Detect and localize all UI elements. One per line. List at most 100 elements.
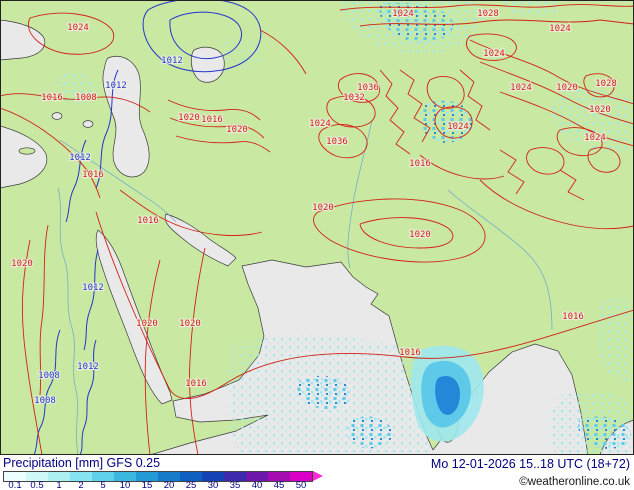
ganges-river [447,189,553,331]
isobar-label: 1028 [595,79,617,89]
legend-colorbar-row [3,470,323,482]
legend-right: Mo 12-01-2026 15..18 UTC (18+72) ©weathe… [431,457,630,490]
euphrates-river [59,139,177,223]
blue-isobar [83,249,99,351]
blue-isobar [95,69,119,189]
isobar-label: 1024 [309,119,331,129]
isobar-label: 1020 [589,105,611,115]
isobar-label: 1012 [82,283,104,293]
precip-ocean-core-2 [345,416,393,449]
precip-top-left-small [220,37,262,69]
legend-swatch [70,471,92,481]
legend-swatch [26,471,48,481]
legend-swatch [180,471,202,481]
legend-colorbar [3,470,313,482]
isobar-label: 1020 [11,259,33,269]
legend-swatch [246,471,268,481]
legend-tick-label: 1 [56,480,62,490]
precip-srilanka-core [435,375,460,415]
isobar-label: 1016 [409,159,431,169]
legend-tick-label: 35 [229,480,241,490]
legend-tick-label: 20 [163,480,175,490]
isobar-label: 1020 [136,319,158,329]
blue-isobar [79,339,97,455]
precip-tibet-east [552,89,634,153]
isobar-label: 1016 [562,312,584,322]
isobar-label: 1012 [105,81,127,91]
legend-swatch [4,471,26,481]
isobar-label: 1024 [392,9,414,19]
red-sea [95,229,173,405]
precipitation-layer [57,0,634,455]
isobar-label: 1016 [399,348,421,358]
isobar-label: 1024 [549,24,571,34]
isobar-label: 1024 [67,23,89,33]
precip-ocean-core-1 [297,375,352,410]
lake-urmia [82,120,94,128]
legend-swatch [114,471,136,481]
blue-isobar [65,139,87,223]
legend-swatch [224,471,246,481]
legend-swatch [92,471,114,481]
isobar-label: 1036 [357,83,379,93]
legend-swatch [48,471,70,481]
isobar-label: 1008 [38,371,60,381]
precip-kashmir [419,100,473,143]
isobar-label: 1008 [75,93,97,103]
legend-tick-label: 0.1 [8,480,22,490]
caspian-sea [102,56,150,178]
legend-tick-label: 15 [141,480,153,490]
legend-swatch [158,471,180,481]
indus-river [347,119,373,269]
blue-isobar [169,11,243,60]
isobar-label: 1024 [584,133,606,143]
blue-isobar [33,329,61,455]
isobar-label: 1016 [185,379,207,389]
isobar-label: 1016 [82,170,104,180]
aral-sea [190,46,225,83]
legend-swatch [268,471,290,481]
valid-datetime: Mo 12-01-2026 15..18 UTC (18+72) [430,457,630,471]
precip-top-right [500,0,561,19]
legend-title: Precipitation [mm] GFS 0.25 [3,457,323,470]
mediterranean-sea [0,125,48,189]
legend-tick-label: 2 [78,480,84,490]
isobar-label: 1024 [483,49,505,59]
isobar-label: 1016 [201,115,223,125]
isobar-label: 1012 [77,362,99,372]
precip-caspian-west [57,72,99,106]
legend-tick-label: 10 [119,480,131,490]
isobar-label: 1020 [556,83,578,93]
legend-swatch [290,471,312,481]
isobar-label: 1032 [343,93,365,103]
legend-colorbar-arrow-icon [313,471,323,481]
blue-isobar-layer [33,0,262,455]
isobar-label: 1020 [312,203,334,213]
legend-left: Precipitation [mm] GFS 0.25 0.1 0.5 1 2 5 10 1… [3,457,323,490]
legend-tick-label: 50 [295,480,307,490]
precip-top-center-core [379,2,454,43]
legend-tick-label: 30 [207,480,219,490]
isobar-label: 1036 [326,137,348,147]
precip-bottom-right-core [578,416,632,449]
red-isobar-layer [0,4,634,455]
isobar-label: 1024 [447,122,469,132]
legend-tick-label: 5 [100,480,106,490]
legend-tick-row: 0.1 0.5 1 2 5 10 15 20 25 30 35 40 45 50 [4,481,323,490]
isobar-label: 1020 [409,230,431,240]
blue-isobar [142,0,262,73]
isobar-label: 1012 [161,56,183,66]
copyright-text: ©weatheronline.co.uk [519,476,630,488]
legend-product: Precipitation [3,456,72,470]
isobar-label: 1020 [226,125,248,135]
isobar-label: 1008 [34,396,56,406]
isobar-label: 1016 [41,93,63,103]
cyprus [18,147,36,155]
legend-tick-label: 0.5 [30,480,44,490]
isobar-label: 1028 [477,9,499,19]
isobar-label: 1024 [510,83,532,93]
legend-tick-label: 25 [185,480,197,490]
lake-van [51,112,63,120]
